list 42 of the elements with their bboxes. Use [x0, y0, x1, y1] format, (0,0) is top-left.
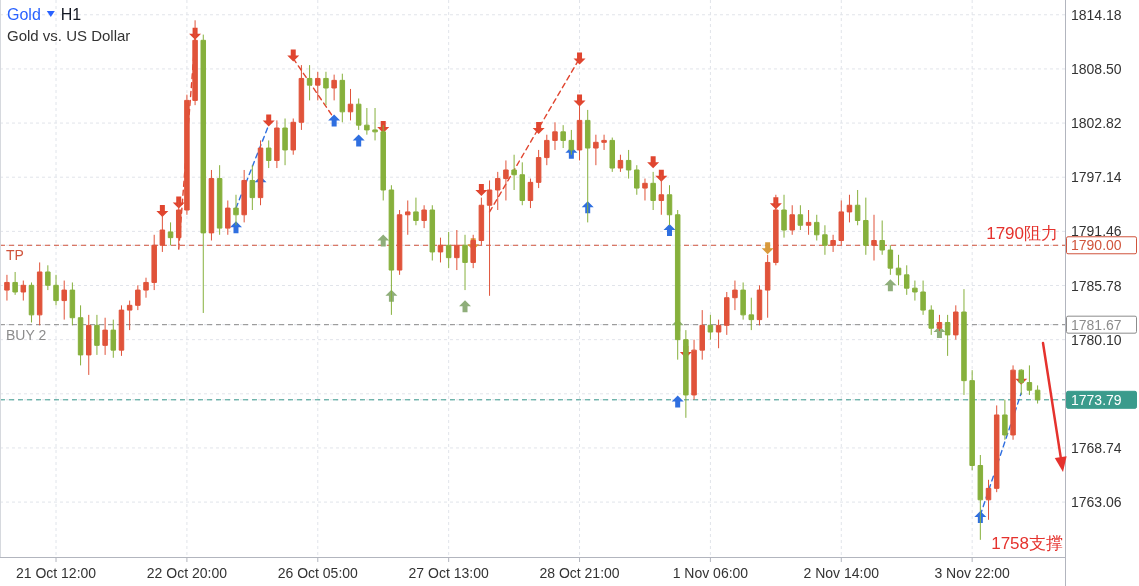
point — [287, 49, 300, 62]
y-tick-label: 1808.50 — [1071, 60, 1122, 77]
point — [884, 279, 897, 292]
ref-line-label: BUY 2 — [6, 326, 47, 343]
y-tick-label: 1781.67 — [1071, 316, 1122, 333]
x-tick-label: 3 Nov 22:00 — [934, 565, 1011, 581]
x-tick-label: 2 Nov 14:00 — [803, 565, 880, 581]
y-tick-label: 1814.18 — [1071, 6, 1122, 23]
x-tick-label: 22 Oct 20:00 — [146, 565, 228, 581]
point — [532, 122, 545, 135]
point — [156, 204, 169, 217]
x-tick-label: 1 Nov 06:00 — [672, 565, 749, 581]
point — [475, 183, 488, 196]
annotation: 1758支撑 — [991, 534, 1063, 553]
point — [573, 52, 586, 65]
point — [262, 114, 275, 127]
point — [647, 156, 660, 169]
y-tick-label: 1797.14 — [1071, 169, 1122, 186]
chart-title: Gold — [7, 6, 41, 23]
point — [377, 234, 390, 247]
y-tick-label: 1790.00 — [1071, 237, 1122, 254]
y-tick-label: 1768.74 — [1071, 439, 1122, 456]
y-tick-label: 1763.06 — [1071, 494, 1122, 511]
y-tick-label: 1785.78 — [1071, 277, 1122, 294]
point — [663, 224, 676, 237]
y-tick-label: 1780.10 — [1071, 331, 1122, 348]
x-tick-label: 27 Oct 13:00 — [408, 565, 489, 581]
x-tick-label: 26 Oct 05:00 — [277, 565, 359, 581]
annotation: H1 — [60, 6, 82, 23]
point — [352, 134, 365, 147]
ref-line-label: TP — [6, 247, 24, 264]
text: Gold vs. US Dollar — [7, 27, 131, 44]
point — [671, 395, 684, 408]
point — [761, 242, 774, 255]
y-tick-label: 1773.79 — [1071, 391, 1122, 408]
x-tick-label: 28 Oct 21:00 — [539, 565, 620, 581]
y-tick-label: 1791.46 — [1071, 223, 1122, 240]
point — [328, 114, 341, 127]
y-tick-label: 1802.82 — [1071, 115, 1122, 132]
annotation: 1790阻力 — [986, 223, 1058, 243]
point — [459, 300, 472, 313]
x-tick-label: 21 Oct 12:00 — [15, 565, 97, 581]
